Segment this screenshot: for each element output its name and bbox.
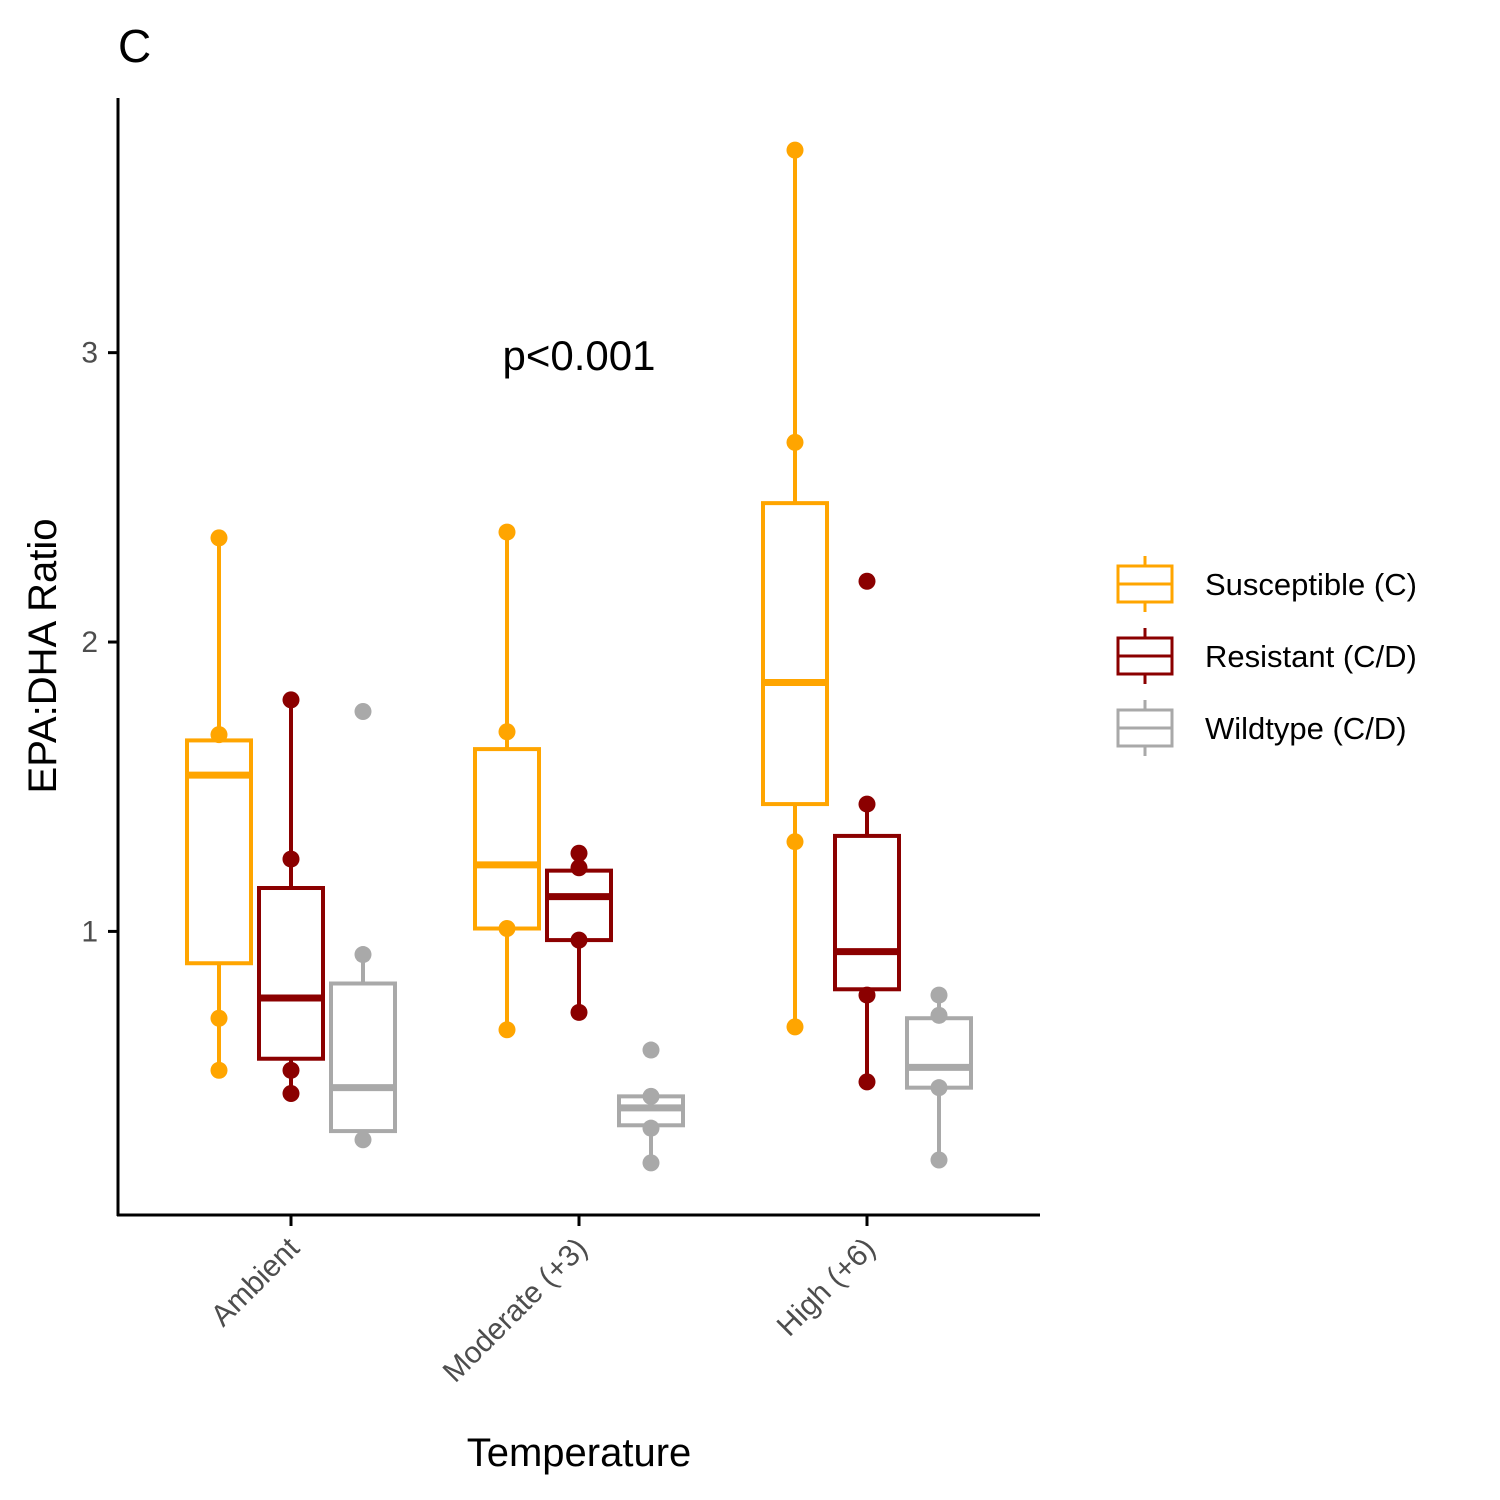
data-point xyxy=(930,1079,948,1097)
annotation: p<0.001 xyxy=(503,332,656,379)
data-point xyxy=(282,691,300,709)
data-point xyxy=(210,529,228,547)
box xyxy=(905,1016,973,1090)
data-point xyxy=(210,1009,228,1027)
data-point xyxy=(354,946,372,964)
data-point xyxy=(498,1021,516,1039)
data-point xyxy=(786,433,804,451)
data-point xyxy=(498,920,516,938)
data-point xyxy=(930,1006,948,1024)
data-point xyxy=(858,1073,876,1091)
data-point xyxy=(570,931,588,949)
y-axis-title: EPA:DHA Ratio xyxy=(21,519,65,794)
x-tick-label: High (+6) xyxy=(771,1232,882,1343)
data-point xyxy=(642,1087,660,1105)
box xyxy=(761,501,829,807)
y-tick-label: 2 xyxy=(81,626,98,659)
data-point xyxy=(786,1018,804,1036)
data-point xyxy=(642,1041,660,1059)
data-point xyxy=(210,726,228,744)
data-point xyxy=(282,1061,300,1079)
legend-label: Wildtype (C/D) xyxy=(1205,711,1407,746)
x-tick-label: Ambient xyxy=(205,1231,307,1333)
data-point xyxy=(786,833,804,851)
data-point xyxy=(354,702,372,720)
x-tick-label: Moderate (+3) xyxy=(437,1232,594,1389)
legend-label: Resistant (C/D) xyxy=(1205,639,1417,674)
data-point xyxy=(930,1151,948,1169)
y-tick-label: 3 xyxy=(81,337,98,370)
legend-label: Susceptible (C) xyxy=(1205,567,1417,602)
data-point xyxy=(354,1131,372,1149)
data-point xyxy=(570,859,588,877)
data-point xyxy=(858,572,876,590)
data-point xyxy=(570,1003,588,1021)
box xyxy=(833,833,901,992)
data-point xyxy=(498,523,516,541)
data-point xyxy=(282,1084,300,1102)
data-point xyxy=(282,850,300,868)
data-point xyxy=(858,986,876,1004)
box xyxy=(329,981,397,1134)
data-point xyxy=(498,723,516,741)
data-point xyxy=(930,986,948,1004)
box xyxy=(473,747,541,931)
chart-title: C xyxy=(118,20,151,72)
data-point xyxy=(858,795,876,813)
data-point xyxy=(786,141,804,159)
box xyxy=(545,868,613,943)
data-point xyxy=(642,1154,660,1172)
box xyxy=(257,886,325,1061)
x-axis-title: Temperature xyxy=(467,1431,692,1475)
y-tick-label: 1 xyxy=(81,915,98,948)
data-point xyxy=(642,1119,660,1137)
data-point xyxy=(210,1061,228,1079)
data-point xyxy=(570,844,588,862)
